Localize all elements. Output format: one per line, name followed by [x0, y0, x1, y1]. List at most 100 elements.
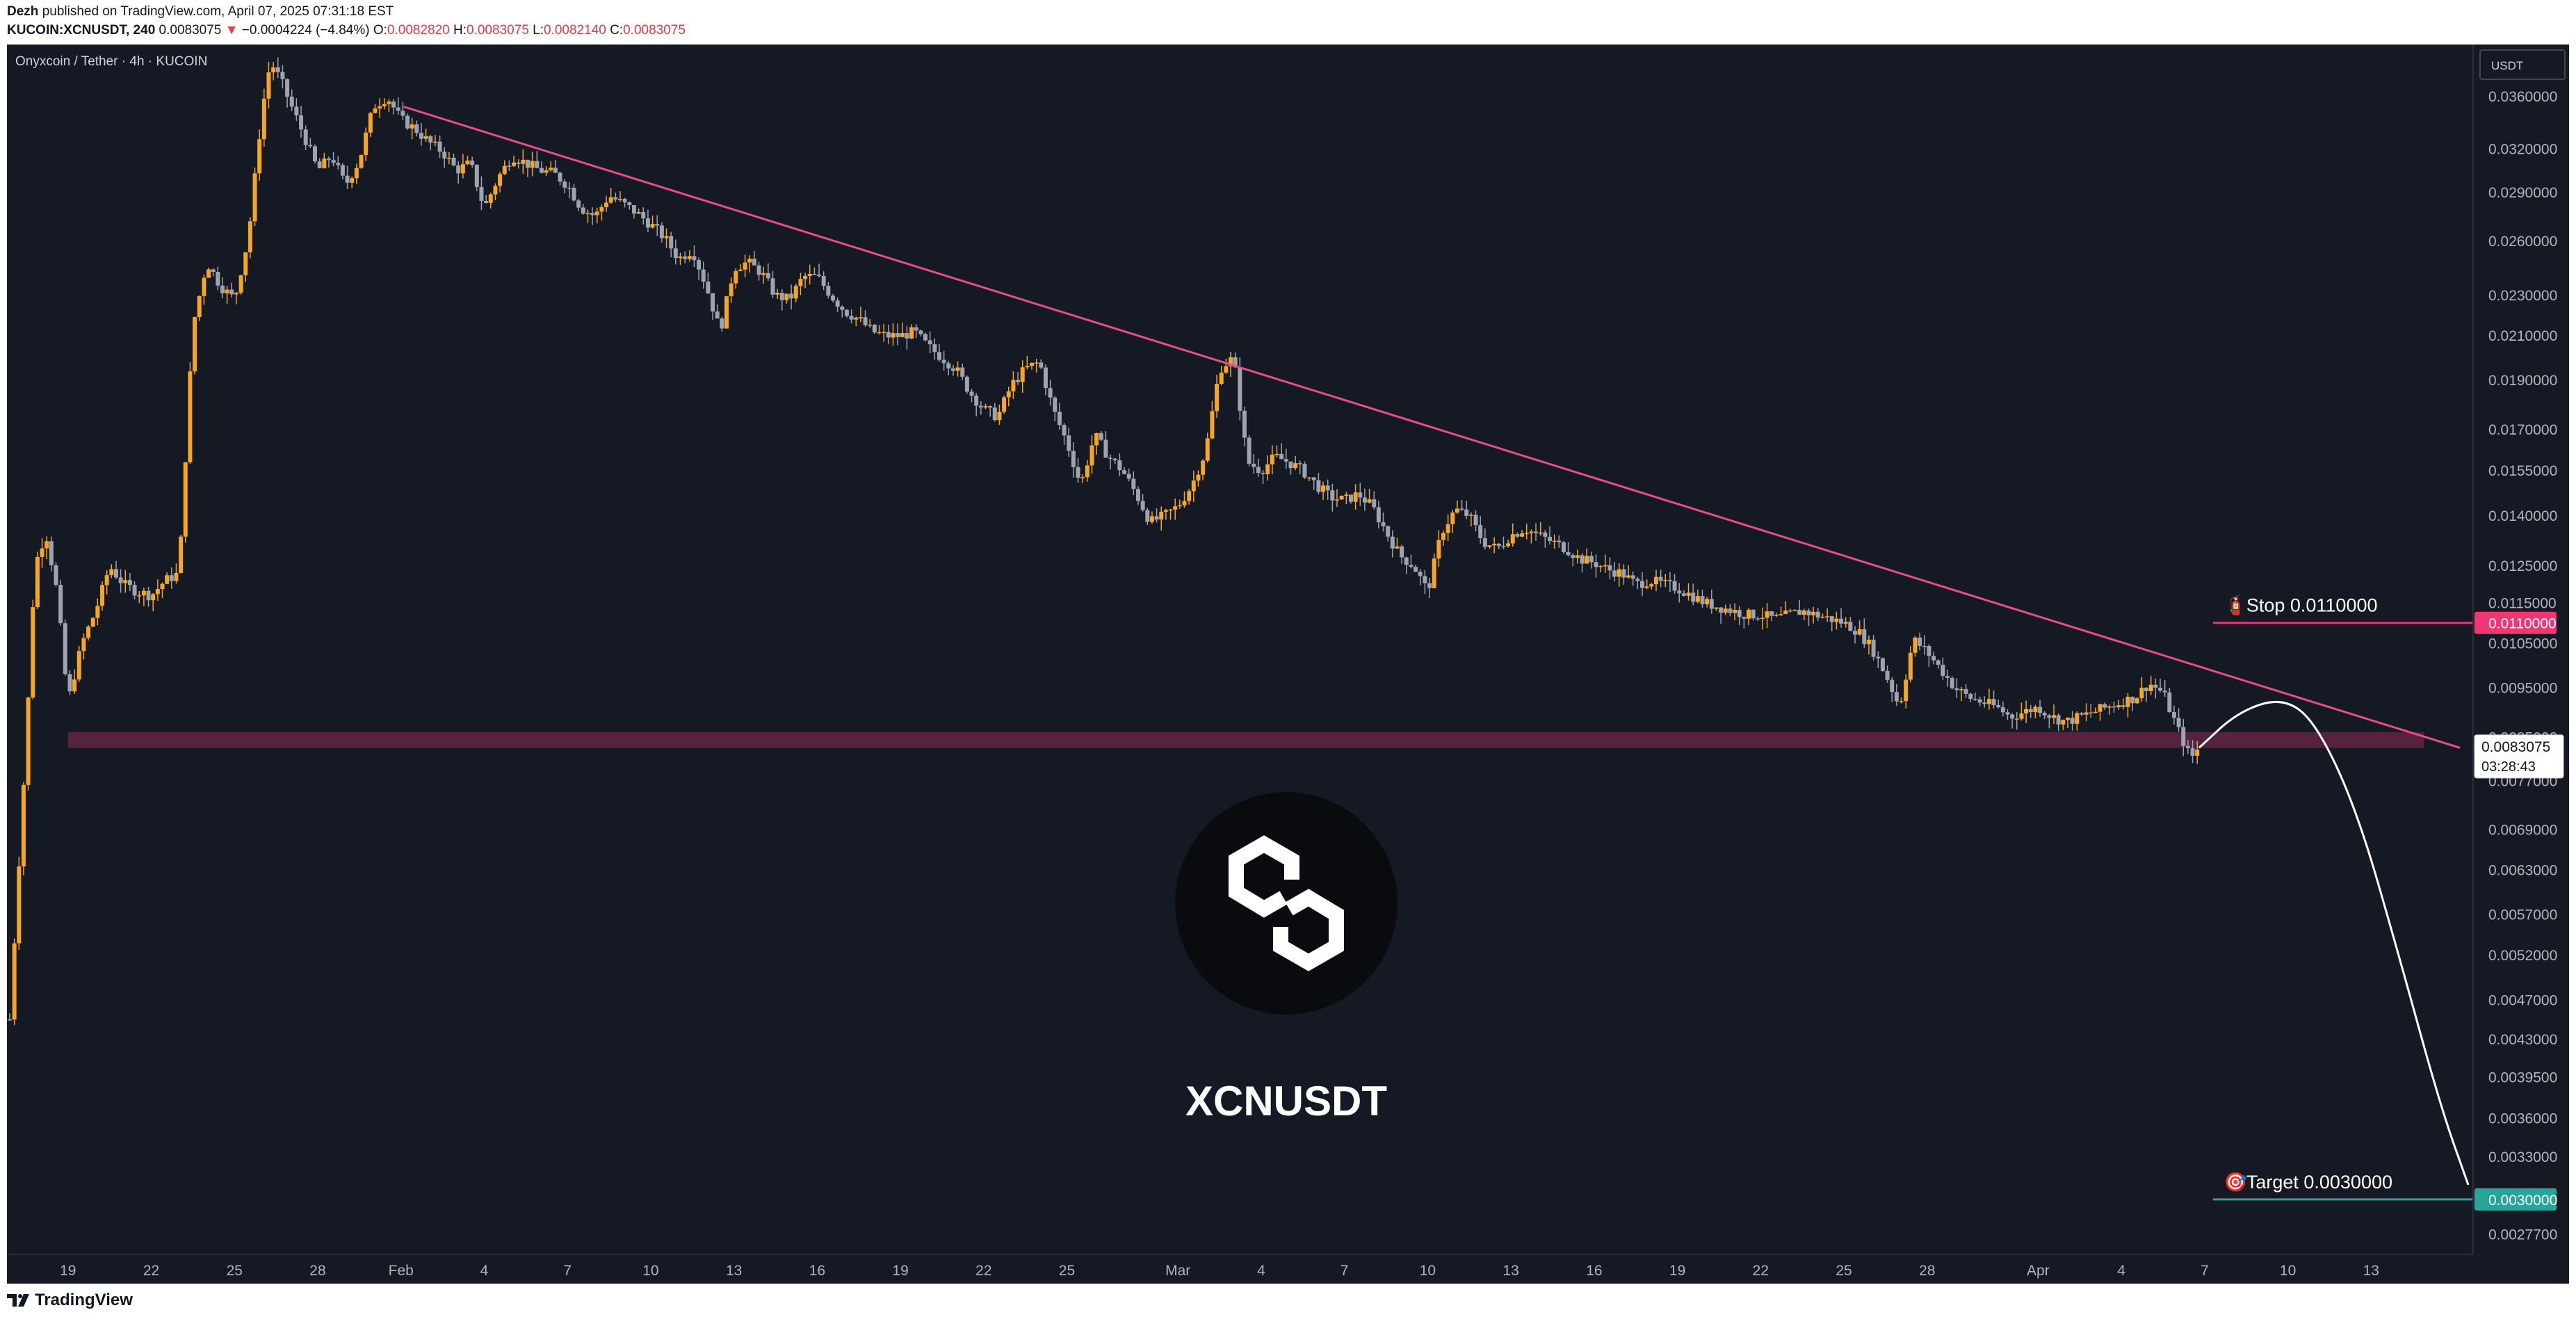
candle-body [2000, 707, 2005, 713]
candle-body [382, 104, 387, 106]
candle-body [2056, 715, 2061, 725]
candle-body [7, 1019, 12, 1021]
candle-body [946, 363, 951, 369]
last-price: 0.0083075 [159, 23, 222, 38]
candle-body [1594, 562, 1598, 567]
candle-body [2153, 684, 2158, 688]
time-tick-label: 10 [1420, 1263, 1436, 1279]
price-change: −0.0004224 (−4.84%) [241, 23, 370, 38]
candle-body [1372, 499, 1377, 508]
candle-body [437, 141, 442, 152]
candle-body [932, 344, 937, 353]
candle-body [594, 211, 599, 216]
candle-body [502, 165, 507, 175]
candle-body [1626, 575, 1631, 578]
candle-body [641, 212, 646, 219]
candle-body [692, 256, 697, 261]
high-label: H: [453, 23, 467, 38]
time-tick-label: 22 [143, 1263, 159, 1279]
time-tick-label: 16 [1586, 1263, 1602, 1279]
candle-body [2103, 704, 2107, 708]
candle-body [1908, 652, 1913, 680]
candle-body [1543, 532, 1548, 537]
candle-body [2148, 684, 2153, 691]
candle-body [1468, 515, 1473, 516]
candle-body [530, 161, 535, 168]
candle-body [1233, 357, 1238, 368]
candle-body [1464, 509, 1469, 516]
candle-body [604, 202, 609, 207]
candle-body [2028, 709, 2033, 713]
low-label: L: [533, 23, 544, 38]
candle-body [1922, 645, 1927, 647]
candle-body [169, 575, 174, 581]
candle-body [165, 575, 170, 584]
time-tick-label: 22 [1753, 1263, 1769, 1279]
candle-body [31, 607, 35, 698]
candle-body [289, 97, 294, 107]
candle-body [451, 157, 456, 165]
candle-body [414, 124, 419, 134]
candle-body [1686, 592, 1691, 596]
price-tick-label: 0.0360000 [2488, 89, 2557, 105]
candle-body [1386, 526, 1391, 537]
candle-body [1131, 478, 1136, 490]
tradingview-brand[interactable]: TradingView [7, 1291, 133, 1310]
candlestick-chart[interactable]: XCNUSDT 🧯Stop 0.0110000 🎯Target 0.0030000… [7, 45, 2569, 1284]
time-tick-label: 28 [309, 1263, 325, 1279]
candle-body [539, 168, 544, 173]
candle-body [1959, 689, 1963, 690]
candle-body [364, 132, 368, 155]
candle-body [1982, 702, 1987, 704]
candle-body [1681, 593, 1686, 596]
candle-body [2084, 712, 2089, 715]
candle-body [1445, 524, 1450, 533]
candle-body [1747, 609, 1751, 619]
candle-body [2171, 711, 2176, 718]
candle-body [456, 165, 461, 174]
published-text: published on TradingView.com, April 07, … [42, 4, 394, 19]
candle-body [1085, 465, 1089, 478]
candle-body [937, 352, 941, 360]
chart-area[interactable]: XCNUSDT 🧯 Stop 0.0110000 🎯 Target 0.0030000… [7, 45, 2569, 1284]
candle-body [1756, 618, 1760, 620]
candle-body [909, 327, 914, 339]
candle-body [905, 333, 909, 339]
candle-body [900, 333, 905, 337]
price-tick-label: 0.0095000 [2488, 680, 2557, 696]
candle-body [12, 943, 17, 1020]
current-price-label-background [2474, 734, 2564, 779]
candle-body [752, 258, 756, 266]
time-tick-label: 4 [1257, 1263, 1265, 1279]
candle-body [229, 289, 234, 295]
candle-body [1806, 611, 1811, 615]
publish-info-line: Dezh published on TradingView.com, April… [7, 4, 394, 19]
candle-body [1899, 701, 1904, 702]
candle-body [1039, 362, 1044, 368]
candle-body [941, 359, 946, 364]
candle-body [405, 115, 410, 129]
price-tick-label: 0.0115000 [2488, 595, 2557, 611]
candle-body [446, 157, 451, 159]
candle-body [146, 590, 151, 601]
candle-body [1238, 367, 1242, 411]
descending-trendline [403, 106, 2461, 749]
candle-body [1834, 618, 1839, 622]
candle-body [423, 136, 428, 139]
time-tick-label: 16 [809, 1263, 825, 1279]
price-tick-label: 0.0320000 [2488, 141, 2557, 157]
candle-body [2167, 692, 2172, 712]
candle-body [26, 697, 31, 785]
candle-body [183, 462, 188, 537]
price-tick-label: 0.0140000 [2488, 508, 2557, 524]
candle-body [1779, 614, 1783, 615]
author-name[interactable]: Dezh [7, 4, 39, 19]
time-tick-label: 10 [2280, 1263, 2296, 1279]
candle-body [216, 272, 220, 286]
candle-body [479, 186, 484, 201]
candle-body [2112, 706, 2116, 708]
candle-body [1020, 367, 1025, 382]
candle-body [720, 318, 724, 329]
candle-body [1737, 610, 1742, 617]
candle-body [978, 405, 983, 407]
